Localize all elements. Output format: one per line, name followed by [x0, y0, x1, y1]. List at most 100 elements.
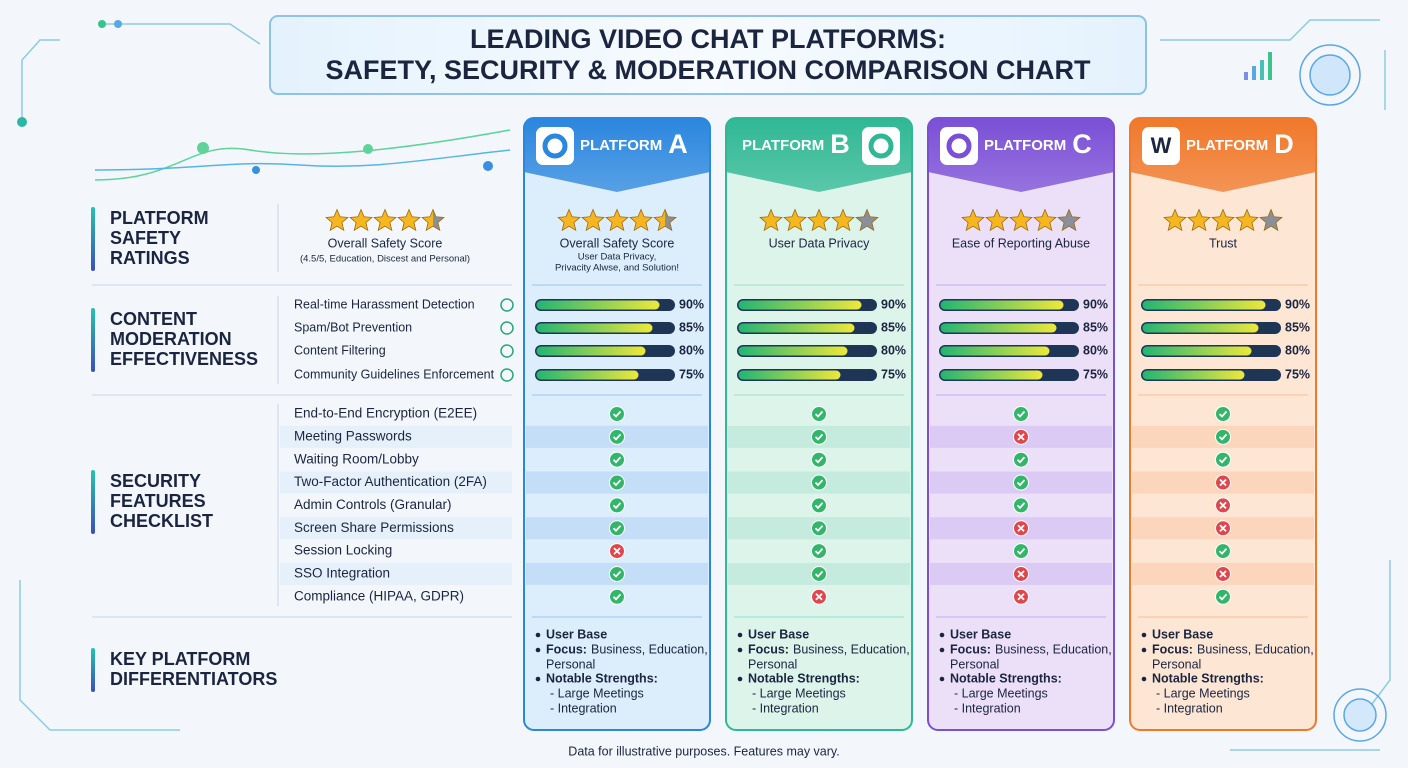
platform-icon — [536, 127, 574, 165]
bar-value: 80% — [881, 343, 906, 357]
check-icon — [811, 543, 827, 560]
diff-heading: Notable Strengths: — [546, 671, 658, 685]
platform-icon — [1142, 127, 1180, 165]
diff-heading: User Base — [546, 627, 607, 641]
section-label: EFFECTIVENESS — [110, 349, 258, 369]
platform-letter: D — [1274, 129, 1294, 159]
cross-icon — [1013, 565, 1029, 582]
bar-value: 75% — [881, 367, 906, 381]
platform-letter: C — [1072, 129, 1092, 159]
bullet — [939, 632, 945, 638]
diff-text: Personal — [1152, 657, 1201, 671]
cross-icon — [1215, 474, 1231, 491]
criterion-icon — [500, 298, 514, 312]
bar — [1142, 370, 1245, 380]
rating-label: Overall Safety Score — [560, 236, 675, 250]
section-label: SAFETY — [110, 228, 181, 248]
check-icon — [1215, 406, 1231, 422]
diff-heading: Focus: — [748, 642, 789, 656]
star — [653, 208, 677, 232]
section-label: MODERATION — [110, 329, 232, 349]
bar — [1142, 323, 1259, 333]
star-rating — [961, 208, 1081, 232]
diff-text: Personal — [748, 657, 797, 671]
section-accent — [91, 207, 95, 271]
diff-heading: User Base — [950, 627, 1011, 641]
platform-icon-mark — [946, 133, 972, 159]
bar-value: 75% — [1083, 367, 1108, 381]
bar — [738, 323, 855, 333]
star — [397, 208, 421, 232]
row-band — [280, 425, 512, 448]
check-icon — [811, 565, 827, 582]
check-icon — [609, 428, 625, 445]
bar-value: 75% — [679, 367, 704, 381]
section-label: FEATURES — [110, 491, 206, 511]
cross-icon — [1013, 428, 1029, 445]
bar-value: 85% — [1285, 320, 1310, 334]
check-icon — [609, 565, 625, 582]
platform-name: PLATFORM — [742, 137, 824, 154]
row-band — [280, 471, 512, 494]
diff-heading: Notable Strengths: — [748, 671, 860, 685]
feature-label: Compliance (HIPAA, GDPR) — [294, 588, 464, 603]
bullet — [737, 676, 743, 682]
title: LEADING VIDEO CHAT PLATFORMS: — [470, 24, 946, 54]
section-accent — [91, 648, 95, 692]
bullet — [535, 676, 541, 682]
bullet — [939, 676, 945, 682]
check-icon — [609, 451, 625, 468]
section-label: PLATFORM — [110, 208, 209, 228]
check-icon — [1013, 497, 1029, 514]
diff-heading: Notable Strengths: — [1152, 671, 1264, 685]
diff-text: - Integration — [752, 701, 819, 715]
criterion-label: Spam/Bot Prevention — [294, 320, 412, 334]
star — [629, 208, 653, 232]
check-icon — [609, 474, 625, 491]
diff-text: Business, Education, — [793, 642, 910, 656]
section-accent — [91, 470, 95, 534]
feature-label: Meeting Passwords — [294, 428, 412, 443]
platform-name: PLATFORM — [1186, 137, 1268, 154]
check-icon — [609, 497, 625, 514]
bar-value: 90% — [1285, 297, 1310, 311]
title: SAFETY, SECURITY & MODERATION COMPARISON… — [325, 55, 1091, 85]
platform-name: PLATFORM — [984, 137, 1066, 154]
diff-text: - Integration — [954, 701, 1021, 715]
star — [1187, 208, 1211, 232]
criterion-icon — [500, 321, 514, 335]
diff-heading: Notable Strengths: — [950, 671, 1062, 685]
bar — [1142, 346, 1252, 356]
platform-name: PLATFORM — [580, 137, 662, 154]
bullet — [1141, 676, 1147, 682]
rating-label: User Data Privacy — [769, 236, 870, 250]
decoration — [19, 19, 1391, 751]
bar — [536, 323, 653, 333]
check-icon — [1013, 543, 1029, 560]
diff-text: - Large Meetings — [1156, 686, 1250, 700]
platform-icon-text: W — [1151, 133, 1172, 158]
star-rating — [1163, 208, 1283, 232]
bullet — [1141, 632, 1147, 638]
platform-icon — [940, 127, 978, 165]
feature-label: Session Locking — [294, 543, 392, 558]
cross-icon — [1215, 497, 1231, 514]
star — [961, 208, 985, 232]
bullet — [939, 647, 945, 653]
cross-icon — [1013, 588, 1029, 605]
bar — [536, 370, 639, 380]
diff-text: - Large Meetings — [954, 686, 1048, 700]
star — [605, 208, 629, 232]
check-icon — [1013, 406, 1029, 422]
diff-heading: Focus: — [950, 642, 991, 656]
feature-label: Two-Factor Authentication (2FA) — [294, 474, 487, 489]
diff-text: Business, Education, — [591, 642, 708, 656]
bar-value: 85% — [881, 320, 906, 334]
section-label: DIFFERENTIATORS — [110, 669, 277, 689]
bar-value: 85% — [679, 320, 704, 334]
check-icon — [811, 474, 827, 491]
bar — [738, 370, 841, 380]
platform-letter: A — [668, 129, 688, 159]
cross-icon — [1215, 565, 1231, 582]
